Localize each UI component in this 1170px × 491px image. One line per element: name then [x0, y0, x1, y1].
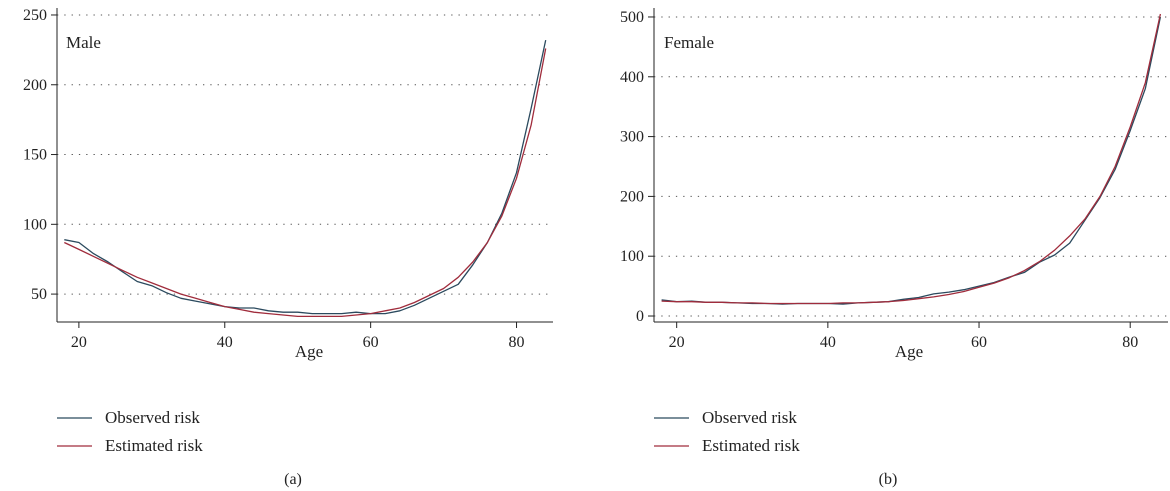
x-tick-label: 40	[820, 334, 836, 351]
y-tick-label: 400	[620, 69, 644, 86]
x-ticks: 20 40 60 80	[669, 322, 1138, 351]
panel-caption: (a)	[284, 471, 302, 488]
chart-panel-male: 50 100 150 200 250 20 40 60 80 Male Age Observe…	[23, 7, 553, 488]
series-lines	[661, 13, 1162, 305]
panel-caption: (b)	[879, 471, 898, 488]
grid-lines	[57, 14, 553, 295]
x-tick-label: 80	[509, 334, 525, 351]
x-tick-label: 60	[971, 334, 987, 351]
legend: Observed risk Estimated risk	[654, 408, 800, 455]
x-tick-label: 20	[669, 334, 685, 351]
y-tick-label: 200	[23, 77, 47, 94]
y-tick-label: 50	[31, 286, 47, 303]
grid-lines	[654, 16, 1168, 317]
x-tick-label: 20	[71, 334, 87, 351]
x-tick-label: 80	[1122, 334, 1138, 351]
y-tick-label: 150	[23, 147, 47, 164]
y-ticks: 50 100 150 200 250	[23, 7, 57, 303]
legend-label-estimated: Estimated risk	[105, 436, 203, 455]
legend-label-estimated: Estimated risk	[702, 436, 800, 455]
y-tick-label: 100	[620, 248, 644, 265]
series-line-estimated	[661, 13, 1162, 305]
panel-title: Male	[66, 33, 101, 52]
y-ticks: 0 100 200 300 400 500	[620, 9, 654, 325]
y-tick-label: 100	[23, 216, 47, 233]
y-tick-label: 200	[620, 188, 644, 205]
chart-panel-female: 0 100 200 300 400 500 20 40 60 80 Female Age Obs…	[620, 8, 1168, 488]
series-line-estimated	[64, 48, 547, 318]
series-line-observed	[64, 39, 547, 315]
legend: Observed risk Estimated risk	[57, 408, 203, 455]
x-axis-title: Age	[295, 342, 323, 361]
series-lines	[64, 39, 547, 318]
legend-label-observed: Observed risk	[702, 408, 797, 427]
y-tick-label: 500	[620, 9, 644, 26]
x-tick-label: 40	[217, 334, 233, 351]
y-tick-label: 0	[636, 308, 644, 325]
x-tick-label: 60	[363, 334, 379, 351]
x-axis-title: Age	[895, 342, 923, 361]
series-line-observed	[661, 16, 1162, 305]
x-ticks: 20 40 60 80	[71, 322, 525, 351]
panel-title: Female	[664, 33, 714, 52]
legend-label-observed: Observed risk	[105, 408, 200, 427]
y-tick-label: 250	[23, 7, 47, 24]
y-tick-label: 300	[620, 129, 644, 146]
